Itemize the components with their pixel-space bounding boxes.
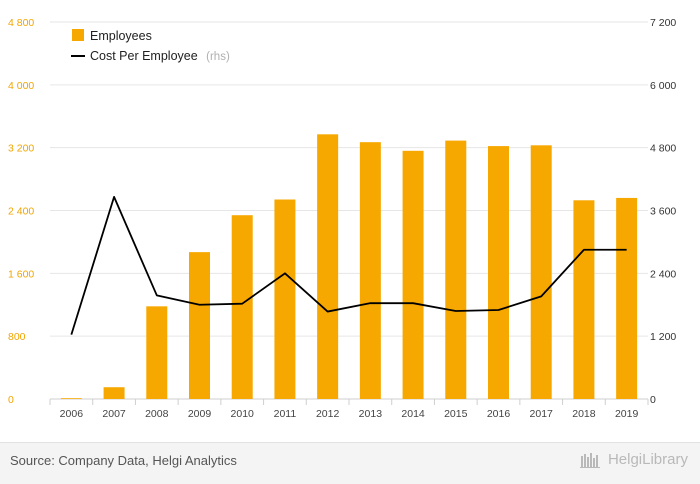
source-text: Source: Company Data, Helgi Analytics: [10, 453, 237, 468]
bar: [317, 134, 339, 400]
x-tick-label: 2017: [530, 408, 554, 420]
bar: [616, 197, 638, 399]
left-tick-label: 2 400: [8, 206, 34, 218]
cost-per-employee-line: [70, 195, 627, 335]
chart: 0 800 1 600 2 400 3 200 4 000 4 800 0 1 200 2 40…: [8, 17, 676, 420]
left-tick-label: 800: [8, 331, 26, 343]
x-tick-label: 2014: [401, 408, 425, 420]
right-axis-ticks: 0 1 200 2 400 3 600 4 800 6 000 7 200: [650, 17, 676, 406]
legend-cost-name: Cost Per Employee: [90, 49, 198, 63]
bar: [573, 200, 595, 399]
bar: [359, 142, 381, 399]
left-tick-label: 3 200: [8, 143, 34, 155]
bar: [60, 398, 82, 399]
bar: [189, 252, 210, 399]
left-tick-label: 4 800: [8, 17, 34, 29]
employees-bars: [60, 134, 638, 400]
x-tick-label: 2006: [60, 408, 84, 420]
left-tick-label: 1 600: [8, 268, 34, 280]
right-tick-label: 2 400: [650, 268, 676, 280]
bar: [530, 145, 552, 399]
x-tick-label: 2016: [487, 408, 511, 420]
right-tick-label: 0: [650, 394, 656, 406]
bar: [231, 215, 253, 399]
left-axis-ticks: 0 800 1 600 2 400 3 200 4 000 4 800: [8, 17, 34, 406]
bar: [402, 150, 424, 399]
x-tick-label: 2010: [231, 408, 255, 420]
grid-lines: [49, 21, 649, 405]
left-tick-label: 4 000: [8, 80, 34, 92]
legend-cost-note: (rhs): [206, 51, 230, 63]
series-line: [70, 195, 627, 335]
legend: Employees Cost Per Employee (rhs): [71, 29, 230, 64]
x-tick-label: 2019: [615, 408, 639, 420]
legend-employees-label: Employees: [90, 29, 152, 43]
right-tick-label: 4 800: [650, 143, 676, 155]
right-tick-label: 7 200: [650, 17, 676, 29]
x-tick-label: 2008: [145, 408, 169, 420]
bar: [445, 140, 467, 400]
x-tick-label: 2007: [102, 408, 126, 420]
x-tick-label: 2013: [359, 408, 383, 420]
x-tick-label: 2018: [572, 408, 596, 420]
x-tick-label: 2015: [444, 408, 468, 420]
x-tick-label: 2011: [274, 408, 297, 420]
bar: [274, 199, 296, 399]
x-axis-ticks: 2006 2007 2008 2009 2010 2011 2012 2013 2014 2015…: [60, 408, 639, 420]
left-tick-label: 0: [8, 394, 14, 406]
right-tick-label: 3 600: [650, 206, 676, 218]
footer: Source: Company Data, Helgi Analytics He…: [0, 442, 700, 484]
bar: [146, 306, 168, 399]
bar: [488, 146, 509, 399]
legend-cost-label: Cost Per Employee (rhs): [90, 47, 230, 64]
legend-employees-swatch: [72, 29, 84, 41]
right-tick-label: 1 200: [650, 331, 676, 343]
brand-text: HelgiLibrary: [607, 451, 688, 468]
brand-logo[interactable]: HelgiLibrary: [579, 451, 688, 468]
library-icon: [579, 452, 600, 468]
x-tick-label: 2012: [316, 408, 340, 420]
x-tick-label: 2009: [188, 408, 212, 420]
bar: [103, 387, 125, 399]
right-tick-label: 6 000: [650, 80, 676, 92]
